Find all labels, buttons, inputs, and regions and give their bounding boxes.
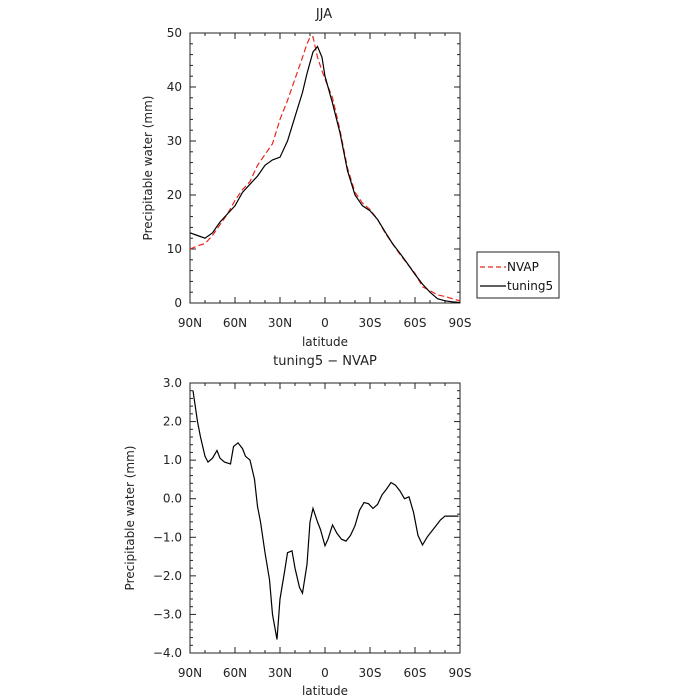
top-x-axis-label: latitude xyxy=(302,335,348,349)
series-line-difference xyxy=(192,390,459,640)
legend-label-nvap: NVAP xyxy=(507,260,539,274)
top-y-axis-label: Precipitable water (mm) xyxy=(141,96,155,241)
bottom-x-tick-label-60N: 60N xyxy=(223,666,247,680)
bottom-x-tick-label-60S: 60S xyxy=(404,666,427,680)
bottom-y-tick-label-neg1: −1.0 xyxy=(153,530,182,544)
top-y-tick-label-20: 20 xyxy=(167,188,182,202)
bottom-y-ticks xyxy=(190,382,460,654)
bottom-y-tick-label-neg3: −3.0 xyxy=(153,607,182,621)
top-x-tick-label-90S: 90S xyxy=(449,316,472,330)
bottom-y-tick-label-2: 2.0 xyxy=(163,415,182,429)
top-x-tick-label-90N: 90N xyxy=(178,316,202,330)
bottom-y-tick-label-1: 1.0 xyxy=(163,453,182,467)
bottom-y-axis-label: Precipitable water (mm) xyxy=(123,446,137,591)
series-line-tuning5 xyxy=(189,45,461,304)
top-y-ticks xyxy=(190,32,460,304)
bottom-x-axis-label: latitude xyxy=(302,684,348,698)
bottom-y-tick-label-3: 3.0 xyxy=(163,376,182,390)
bottom-x-tick-label-0: 0 xyxy=(321,666,329,680)
legend-box xyxy=(476,251,560,299)
top-x-tick-label-60S: 60S xyxy=(404,316,427,330)
top-x-tick-label-0: 0 xyxy=(321,316,329,330)
top-y-tick-label-40: 40 xyxy=(167,80,182,94)
bottom-x-tick-label-90N: 90N xyxy=(178,666,202,680)
bottom-chart-title: tuning5 − NVAP xyxy=(273,354,377,369)
bottom-y-tick-label-neg2: −2.0 xyxy=(153,569,182,583)
top-y-tick-label-50: 50 xyxy=(167,26,182,40)
bottom-x-tick-label-30S: 30S xyxy=(359,666,382,680)
bottom-panel: tuning5 − NVAP 90N 60N 30N 0 30S 60S 90S… xyxy=(123,354,471,698)
top-y-tick-label-0: 0 xyxy=(174,296,182,310)
top-x-tick-label-60N: 60N xyxy=(223,316,247,330)
bottom-x-tick-label-90S: 90S xyxy=(449,666,472,680)
top-chart-title: JJA xyxy=(315,7,332,22)
bottom-y-tick-label-0: 0.0 xyxy=(163,492,182,506)
top-panel: JJA 90N 60N 30N 0 30S 60S 90S 0 10 20 30… xyxy=(141,7,560,349)
bottom-x-ticks xyxy=(189,383,461,653)
top-y-tick-label-30: 30 xyxy=(167,134,182,148)
top-y-tick-label-10: 10 xyxy=(167,242,182,256)
top-x-tick-label-30N: 30N xyxy=(268,316,292,330)
bottom-y-tick-label-neg4: −4.0 xyxy=(153,646,182,660)
top-x-tick-label-30S: 30S xyxy=(359,316,382,330)
legend: NVAP tuning5 xyxy=(476,251,560,299)
legend-label-tuning5: tuning5 xyxy=(507,279,553,293)
bottom-x-tick-label-30N: 30N xyxy=(268,666,292,680)
